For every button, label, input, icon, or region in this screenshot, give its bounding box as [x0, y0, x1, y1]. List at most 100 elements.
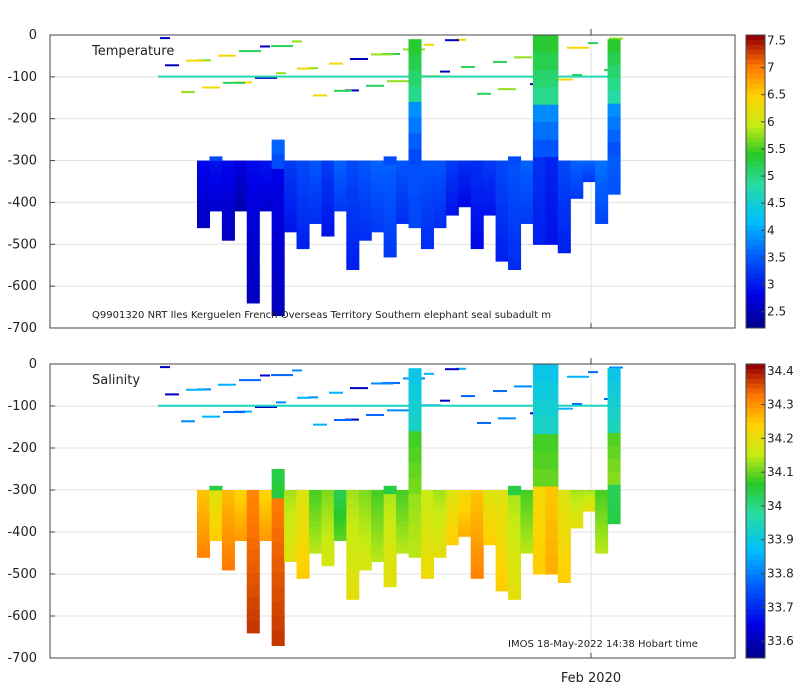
profile-cell — [458, 513, 472, 518]
profile-cell — [197, 221, 211, 229]
profile-cell — [595, 181, 609, 188]
surface-record — [181, 420, 195, 423]
profile-cell — [470, 241, 484, 250]
profile-cell — [470, 160, 484, 169]
profile-cell — [433, 194, 447, 201]
colorbar-band — [746, 308, 765, 314]
profile-cell — [221, 556, 235, 564]
profile-column — [557, 490, 571, 583]
profile-cell — [396, 526, 410, 533]
colorbar-tick-label: 3 — [767, 278, 775, 292]
profile-cell — [532, 87, 546, 106]
profile-column — [271, 469, 285, 646]
surface-record — [308, 67, 318, 70]
profile-cell — [595, 500, 609, 507]
profile-cell — [321, 185, 335, 193]
profile-cell — [346, 544, 360, 555]
colorbar-band — [746, 378, 765, 385]
profile-cell — [246, 255, 260, 268]
profile-cell — [383, 502, 397, 512]
surface-record — [308, 396, 318, 399]
profile-cell — [346, 160, 360, 171]
profile-cell — [383, 519, 397, 529]
surface-record — [387, 409, 409, 412]
profile-column — [483, 160, 497, 216]
profile-cell — [383, 536, 397, 546]
profile-cell — [458, 505, 472, 510]
profile-cell — [271, 571, 285, 588]
profile-cell — [371, 555, 385, 562]
profile-cell — [595, 505, 609, 512]
profile-cell — [607, 407, 621, 421]
profile-cell — [433, 523, 447, 530]
profile-cell — [545, 556, 559, 575]
profile-cell — [545, 451, 559, 470]
profile-cell — [346, 490, 360, 500]
surface-record — [366, 84, 384, 87]
colorbar-tick-label: 4.5 — [767, 196, 786, 210]
profile-cell — [408, 54, 422, 72]
profile-column — [197, 490, 211, 558]
profile-cell — [520, 511, 534, 517]
profile-cell — [557, 160, 571, 169]
colorbar-band — [746, 166, 765, 173]
profile-cell — [508, 570, 522, 581]
profile-column — [408, 368, 422, 558]
surface-record — [493, 390, 507, 393]
profile-cell — [221, 173, 235, 182]
colorbar-band — [746, 496, 765, 502]
profile-cell — [595, 191, 609, 198]
profile-cell — [259, 494, 273, 499]
profile-cell — [483, 192, 497, 198]
profile-cell — [296, 182, 310, 191]
profile-cell — [271, 557, 285, 573]
profile-cell — [545, 486, 559, 505]
colorbar-tick-label: 33.7 — [767, 600, 794, 614]
profile-cell — [246, 291, 260, 304]
profile-cell — [595, 495, 609, 502]
profile-cell — [234, 198, 248, 204]
profile-cell — [234, 189, 248, 195]
profile-column — [346, 160, 360, 270]
profile-cell — [607, 39, 621, 53]
profile-cell — [433, 205, 447, 212]
profile-cell — [284, 495, 298, 503]
profile-cell — [433, 171, 447, 178]
profile-cell — [358, 173, 372, 182]
profile-cell — [532, 504, 546, 523]
profile-cell — [246, 184, 260, 197]
profile-cell — [582, 495, 596, 498]
profile-cell — [595, 218, 609, 224]
profile-cell — [433, 166, 447, 173]
profile-cell — [570, 490, 584, 494]
profile-cell — [582, 174, 596, 177]
colorbar-tick-label: 34.3 — [767, 398, 794, 412]
profile-cell — [420, 189, 434, 198]
profile-cell — [532, 52, 546, 71]
profile-column — [333, 160, 347, 212]
profile-cell — [383, 173, 397, 183]
profile-cell — [483, 174, 497, 180]
profile-cell — [557, 198, 571, 208]
profile-cell — [246, 208, 260, 221]
surface-record — [334, 89, 352, 92]
colorbar-band — [746, 59, 765, 65]
profile-column — [209, 485, 223, 541]
profile-cell — [333, 181, 347, 187]
profile-cell — [383, 553, 397, 562]
profile-cell — [321, 559, 335, 567]
colorbar-band — [746, 574, 765, 581]
profile-cell — [495, 515, 509, 525]
profile-column — [570, 490, 584, 529]
profile-cell — [520, 171, 534, 177]
profile-cell — [209, 188, 223, 194]
profile-cell — [595, 202, 609, 209]
colorbar-band — [746, 564, 765, 571]
colorbar-tick-label: 34.2 — [767, 431, 794, 445]
profile-column — [582, 160, 596, 183]
profile-cell — [284, 549, 298, 557]
profile-cell — [396, 500, 410, 507]
profile-cell — [445, 196, 459, 202]
surface-record — [223, 81, 245, 84]
